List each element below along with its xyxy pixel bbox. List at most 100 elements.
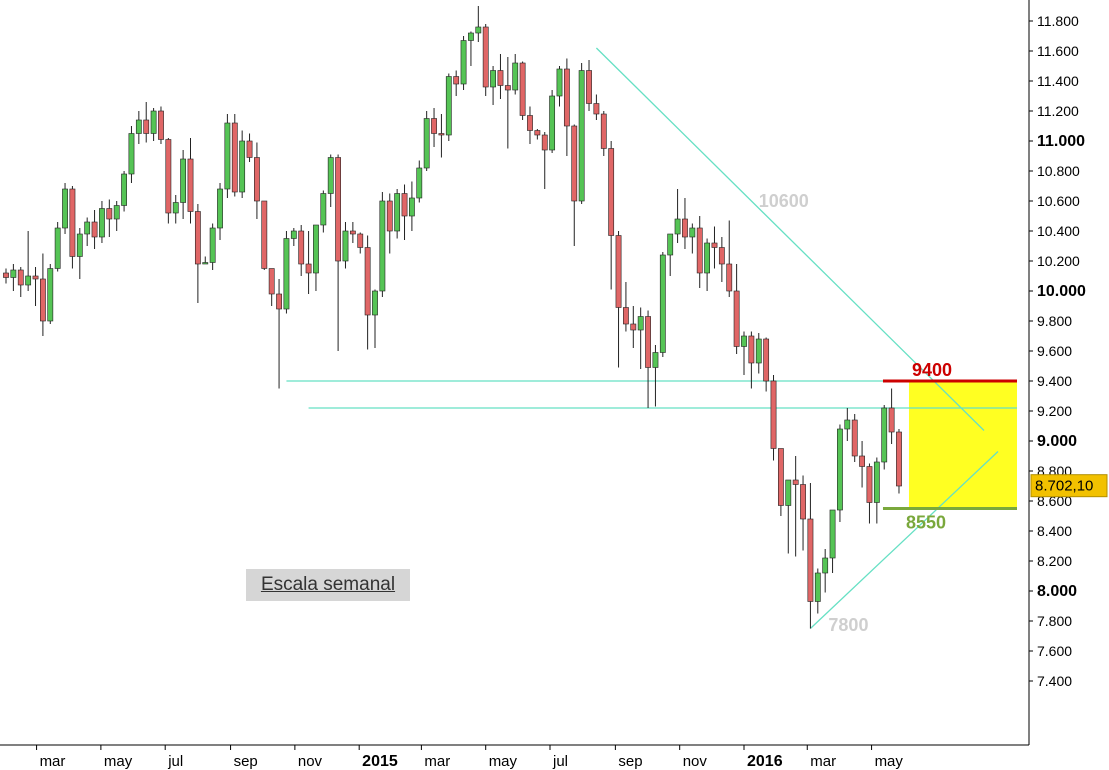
candle-down [586, 60, 592, 111]
candle-body [704, 242, 710, 274]
candle-down [298, 225, 305, 276]
x-axis-ticks: mar may jul sep nov 2015 mar may jul sep nov 2016 ma… [36, 745, 904, 770]
annotation-labels: 10600 7800 9400 8550 8.702,10 [759, 191, 1108, 635]
candle-body [814, 572, 821, 602]
x-tick-label: may [875, 753, 904, 770]
candle-body [394, 193, 401, 232]
candle-body [755, 338, 762, 364]
candle-up [25, 231, 32, 291]
candle-down [165, 138, 172, 224]
candle-down [807, 483, 814, 629]
candle-body [438, 133, 445, 136]
label-9400: 9400 [912, 360, 952, 380]
candle-body [386, 200, 393, 232]
candle-body [785, 479, 792, 506]
candle-up [814, 568, 821, 614]
candle-body [645, 316, 651, 368]
candle-body [202, 262, 209, 265]
candle-body [608, 148, 615, 236]
y-tick-label: 11.800 [1037, 13, 1079, 29]
candle-body [630, 323, 637, 331]
candle-body [866, 466, 873, 503]
x-tick-label: mar [40, 753, 66, 770]
y-tick-label: 7.600 [1037, 643, 1072, 659]
candle-up [239, 130, 246, 198]
candle-body [763, 338, 770, 382]
candle-body [770, 380, 777, 449]
x-tick-label: nov [298, 753, 323, 770]
candle-down [305, 231, 312, 294]
y-tick-label: 7.400 [1037, 673, 1072, 689]
candle-body [254, 157, 260, 202]
candle-body [342, 230, 349, 262]
candle-down [39, 253, 46, 336]
candle-down [615, 231, 622, 368]
candle-body [372, 290, 378, 316]
y-tick-label: 9.600 [1037, 343, 1072, 359]
candle-body [194, 211, 201, 265]
candle-up [379, 192, 386, 297]
y-tick-label: 9.400 [1037, 373, 1072, 389]
candle-up [121, 171, 127, 212]
candle-body [305, 263, 312, 274]
candle-body [76, 233, 83, 257]
candle-down [438, 114, 445, 158]
candle-down [91, 210, 98, 249]
y-axis-ticks: 12.20012.00011.80011.60011.40011.20011.0… [1029, 13, 1086, 689]
annotation-layer [286, 47, 1017, 629]
candle-body [39, 278, 46, 322]
x-tick-label: jul [167, 753, 183, 770]
candle-body [91, 221, 98, 238]
candle-body [652, 352, 659, 368]
candle-down [733, 264, 740, 354]
candle-body [143, 119, 150, 134]
x-tick-label: 2015 [362, 753, 398, 770]
candle-up [667, 233, 674, 276]
candle-body [158, 110, 164, 140]
candle-body [379, 200, 386, 292]
descending-trendline [595, 47, 985, 431]
candle-body [335, 157, 341, 262]
candle-up [62, 183, 68, 234]
candle-down [268, 268, 275, 306]
candle-up [460, 36, 467, 90]
candle-body [32, 275, 39, 280]
candle-body [482, 26, 489, 88]
candle-up [217, 183, 223, 240]
x-tick-label: mar [810, 753, 836, 770]
candle-body [637, 316, 644, 331]
scale-label[interactable]: Escala semanal [246, 569, 410, 601]
candle-up [423, 111, 430, 171]
candle-body [99, 208, 105, 238]
candle-up [54, 222, 61, 272]
candle-down [187, 138, 194, 224]
candle-down [335, 154, 341, 351]
candle-down [800, 475, 806, 551]
candle-body [792, 479, 799, 485]
candle-body [25, 275, 32, 286]
candle-down [504, 57, 511, 149]
label-10600: 10600 [759, 191, 809, 211]
candle-down [682, 198, 688, 249]
candle-down [571, 124, 578, 246]
candle-body [696, 227, 703, 274]
candle-body [475, 26, 482, 34]
candle-body [231, 122, 238, 193]
candle-body [829, 509, 836, 559]
candle-body [217, 188, 223, 229]
candle-down [482, 24, 489, 96]
candle-body [460, 40, 467, 85]
y-tick-label: 9.800 [1037, 313, 1072, 329]
candle-body [726, 263, 733, 292]
candle-body [586, 70, 592, 104]
candle-body [527, 115, 533, 131]
candle-body [490, 70, 496, 88]
candle-down [364, 235, 371, 350]
candle-up [652, 345, 659, 407]
candle-body [711, 242, 718, 248]
candle-down [534, 129, 541, 140]
candle-body [541, 134, 548, 151]
candle-down [143, 102, 150, 143]
candle-up [320, 190, 327, 233]
candle-up [113, 201, 120, 231]
